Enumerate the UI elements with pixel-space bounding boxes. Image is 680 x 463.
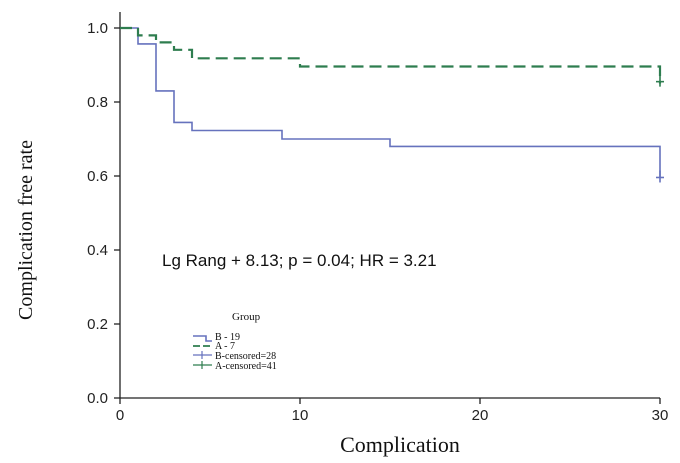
y-axis-title: Complication free rate xyxy=(15,140,37,320)
legend-entry-a: A - 7 xyxy=(215,341,235,352)
y-tick-label: 1.0 xyxy=(87,20,108,37)
censor-marks xyxy=(656,74,664,183)
y-tick-label: 0.8 xyxy=(87,94,108,111)
statistics-annotation: Lg Rang + 8.13; p = 0.04; HR = 3.21 xyxy=(162,251,437,270)
legend-entry-a-censored: A-censored=41 xyxy=(215,361,277,372)
legend: Group B - 19 A - 7 B-censored=28 A-censo… xyxy=(193,311,277,372)
series-lines xyxy=(120,26,662,178)
x-tick-label: 10 xyxy=(292,407,309,424)
series-line-a xyxy=(120,26,662,84)
legend-swatch-b xyxy=(193,335,212,342)
x-tick-label: 20 xyxy=(472,407,489,424)
y-tick-label: 0.4 xyxy=(87,242,108,259)
legend-title: Group xyxy=(232,311,261,323)
legend-entry-b: B - 19 xyxy=(215,332,240,343)
axes: 0.0 0.2 0.4 0.6 0.8 1.0 0 10 20 30 xyxy=(87,12,668,424)
x-tick-label: 30 xyxy=(652,407,669,424)
legend-entry-b-censored: B-censored=28 xyxy=(215,351,276,362)
y-tick-label: 0.2 xyxy=(87,316,108,333)
y-tick-label: 0.6 xyxy=(87,168,108,185)
y-tick-label: 0.0 xyxy=(87,390,108,407)
x-tick-label: 0 xyxy=(116,407,124,424)
series-line-b xyxy=(120,27,661,178)
x-axis-title: Complication xyxy=(340,432,460,457)
